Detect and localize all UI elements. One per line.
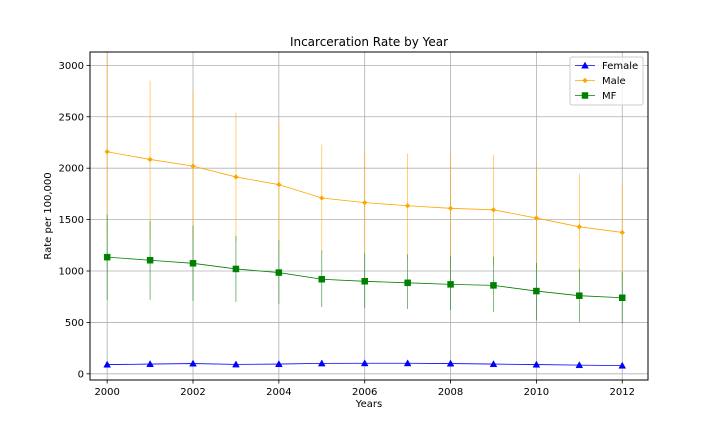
data-point (576, 224, 583, 230)
series-male-markers (104, 148, 625, 236)
data-point (276, 181, 282, 188)
series-female (103, 359, 627, 369)
y-tick-label: 3000 (59, 61, 84, 72)
x-axis-label: Years (355, 399, 382, 410)
data-point (147, 156, 153, 163)
x-tick-label: 2012 (610, 387, 635, 398)
legend: Female Male MF (569, 56, 644, 106)
data-point (490, 282, 497, 289)
data-point (447, 281, 454, 288)
data-point (446, 359, 455, 367)
data-point (190, 163, 196, 169)
y-tick-label: 1500 (59, 215, 84, 226)
data-point (103, 253, 111, 261)
data-point (275, 269, 283, 276)
data-point (447, 205, 454, 212)
data-point (532, 360, 541, 368)
data-point (361, 199, 368, 206)
y-axis: 0 500 1000 1500 2000 2500 3000 (59, 61, 90, 380)
y-axis-label: Rate per 100,000 (43, 172, 54, 259)
data-point (404, 202, 411, 209)
data-point (146, 360, 154, 368)
x-tick-label: 2002 (180, 387, 205, 398)
data-point (489, 360, 498, 368)
data-point (403, 359, 412, 367)
series-male (104, 55, 625, 282)
legend-label: Female (602, 61, 638, 72)
x-axis: 2000 2002 2004 2006 2008 2010 2012 (94, 380, 635, 398)
data-point (490, 207, 497, 213)
data-point (404, 279, 411, 287)
data-point (104, 148, 110, 155)
data-point (319, 195, 325, 201)
data-point (576, 292, 583, 299)
y-tick-label: 500 (65, 318, 84, 329)
series-female-markers (103, 359, 627, 369)
x-tick-label: 2010 (524, 387, 549, 398)
data-point (103, 360, 111, 368)
plot-frame (89, 51, 649, 381)
data-point (232, 360, 240, 368)
legend-entry-female: Female (575, 61, 638, 72)
data-point (232, 265, 240, 273)
data-point (618, 294, 626, 301)
x-tick-label: 2004 (266, 387, 291, 398)
legend-marker (581, 92, 589, 99)
series-mf (103, 214, 626, 324)
data-point (619, 229, 625, 236)
y-tick-label: 0 (78, 369, 84, 380)
data-point (233, 174, 239, 180)
data-point (533, 287, 540, 295)
data-point (317, 359, 326, 367)
data-point (618, 361, 627, 369)
legend-entry-male: Male (575, 76, 626, 87)
x-tick-label: 2006 (352, 387, 377, 398)
legend-label: MF (602, 91, 617, 102)
data-point (275, 360, 283, 368)
x-tick-label: 2000 (94, 387, 119, 398)
x-tick-label: 2008 (438, 387, 463, 398)
data-point (360, 359, 369, 367)
y-tick-label: 2000 (59, 164, 84, 175)
data-point (533, 215, 540, 221)
data-point (189, 359, 197, 367)
y-tick-label: 1000 (59, 267, 84, 278)
chart-title: Incarceration Rate by Year (290, 35, 448, 49)
legend-entry-mf: MF (575, 91, 617, 102)
series-layer (103, 55, 627, 369)
data-point (146, 256, 154, 264)
data-point (189, 260, 197, 267)
data-point (575, 361, 584, 369)
legend-marker (581, 61, 589, 69)
y-tick-label: 2500 (59, 112, 84, 123)
data-point (318, 275, 326, 283)
series-mf-markers (103, 253, 626, 301)
data-point (361, 278, 368, 285)
legend-label: Male (602, 76, 626, 87)
legend-marker (582, 77, 588, 84)
